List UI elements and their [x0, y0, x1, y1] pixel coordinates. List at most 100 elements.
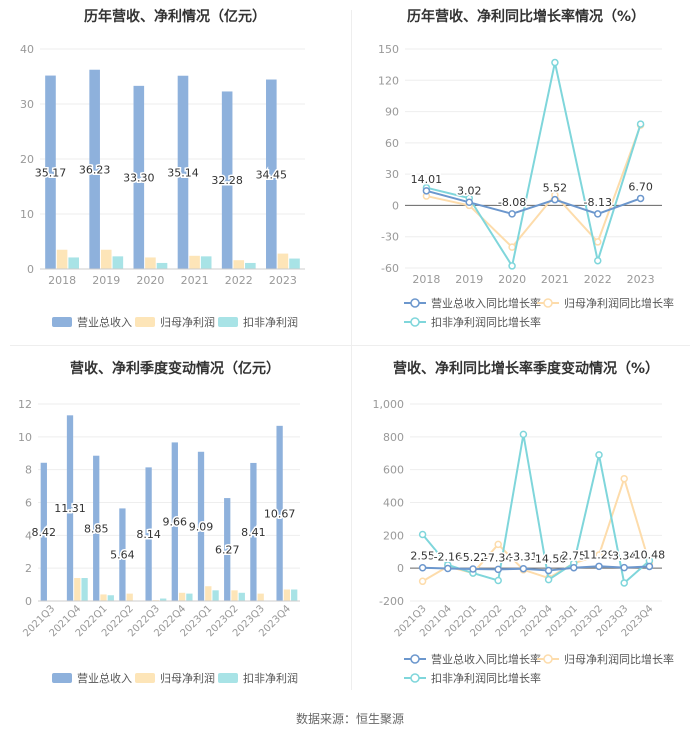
data-point — [508, 210, 516, 218]
data-label: 2.55 — [410, 550, 435, 563]
bar — [145, 467, 152, 601]
bar — [224, 498, 231, 601]
data-label: 35.17 — [35, 166, 67, 179]
data-label: -8.13 — [584, 196, 612, 209]
legend-marker — [410, 673, 420, 683]
x-tick-label: 2022 — [584, 273, 612, 286]
x-tick-label: 2022 — [225, 274, 253, 287]
bar — [156, 262, 168, 269]
data-label: 34.45 — [256, 168, 288, 181]
bar — [266, 79, 277, 270]
y-tick-label: 40 — [20, 43, 34, 56]
data-label: 8.14 — [136, 528, 161, 541]
y-tick-label: 0 — [392, 199, 399, 212]
data-point — [494, 576, 502, 585]
y-tick-label: 0 — [25, 595, 32, 608]
data-label: 14.01 — [411, 173, 443, 186]
data-label: -3.31 — [509, 551, 537, 564]
data-point — [594, 210, 602, 218]
data-point — [444, 564, 452, 573]
bar — [119, 508, 126, 601]
legend-label: 扣非净利润同比增长率 — [431, 315, 541, 329]
data-label: -14.56 — [531, 553, 566, 566]
data-point — [551, 58, 559, 67]
legend-marker — [410, 317, 420, 327]
chart-title: 营收、净利季度变动情况（亿元） — [70, 361, 280, 377]
legend-label: 归母净利润 — [160, 315, 215, 329]
y-tick-label: 6 — [25, 497, 32, 510]
data-label: 8.42 — [32, 526, 57, 539]
bar — [145, 257, 156, 269]
bar — [238, 592, 245, 601]
data-label: 11.29 — [583, 548, 615, 561]
panel-annual-growth: 历年营收、净利同比增长率情况（%） -60 -30 0 30 60 90 120 150 201… — [352, 0, 700, 340]
data-label: 36.23 — [79, 163, 111, 176]
data-point — [636, 120, 645, 128]
series-line — [426, 189, 641, 215]
data-point — [469, 565, 477, 573]
bar — [160, 598, 167, 601]
bar — [189, 255, 200, 269]
bar — [81, 578, 88, 601]
legend-label: 营业总收入 — [77, 671, 132, 685]
legend-marker — [410, 654, 420, 664]
bar — [212, 590, 219, 601]
data-label: -8.08 — [498, 196, 526, 209]
data-point — [551, 195, 559, 204]
y-tick-label: 1,000 — [373, 398, 405, 411]
legend-label: 营业总收入 — [77, 315, 132, 329]
legend-swatch — [52, 673, 72, 683]
series-line — [426, 62, 642, 269]
bar — [186, 593, 193, 601]
bar — [66, 415, 74, 601]
data-point — [418, 563, 427, 572]
data-point — [595, 551, 603, 559]
data-point — [544, 575, 553, 584]
legend-label: 扣非净利润同比增长率 — [431, 671, 541, 685]
y-tick-label: 800 — [383, 431, 404, 444]
annual-growth-chart: -60 -30 0 30 60 90 120 150 2018 2019 2020 2021 2022 2… — [378, 43, 674, 329]
y-tick-label: 60 — [385, 137, 399, 150]
data-point — [594, 256, 602, 265]
y-tick-label: 10 — [20, 208, 34, 221]
legend-label: 归母净利润同比增长率 — [564, 296, 674, 310]
bar — [100, 594, 107, 601]
legend-swatch — [218, 673, 238, 683]
y-tick-label: 4 — [25, 529, 32, 542]
data-label: 32.28 — [211, 174, 243, 187]
data-point — [595, 562, 603, 571]
panel-annual-amounts: 历年营收、净利情况（亿元） 0 10 20 30 40 2018 2019 2020 2021 2… — [0, 0, 350, 340]
y-tick-label: 2 — [25, 562, 32, 575]
data-label: 2.75 — [562, 550, 587, 563]
bar — [200, 256, 212, 269]
x-tick-label: 2020 — [136, 274, 164, 287]
bar — [45, 75, 56, 269]
data-label: 9.66 — [163, 516, 188, 529]
y-tick-label: 200 — [383, 529, 404, 542]
legend-label: 营业总收入同比增长率 — [431, 652, 541, 666]
legend-swatch — [135, 673, 155, 683]
data-label: 10.67 — [264, 507, 296, 520]
data-point — [620, 474, 628, 483]
y-tick-label: 600 — [383, 464, 404, 477]
legend-label: 归母净利润同比增长率 — [564, 652, 674, 666]
data-label: 8.85 — [84, 522, 109, 535]
series-line — [426, 124, 642, 249]
bar — [171, 442, 178, 601]
bar — [112, 256, 124, 269]
data-point — [508, 243, 516, 251]
y-tick-label: -60 — [381, 262, 399, 275]
series-line — [422, 565, 650, 572]
bar — [126, 593, 133, 601]
data-point — [620, 563, 628, 572]
data-label: 5.52 — [543, 182, 568, 195]
y-tick-label: 10 — [18, 431, 32, 444]
vertical-divider — [351, 10, 352, 690]
legend-swatch — [52, 317, 72, 327]
bar — [56, 249, 68, 269]
annual-amounts-chart: 0 10 20 30 40 2018 2019 2020 2021 2022 2023 35.17 36… — [20, 43, 305, 329]
bar — [250, 462, 257, 601]
data-point — [494, 565, 502, 574]
legend-swatch — [135, 317, 155, 327]
y-tick-label: -200 — [379, 595, 404, 608]
